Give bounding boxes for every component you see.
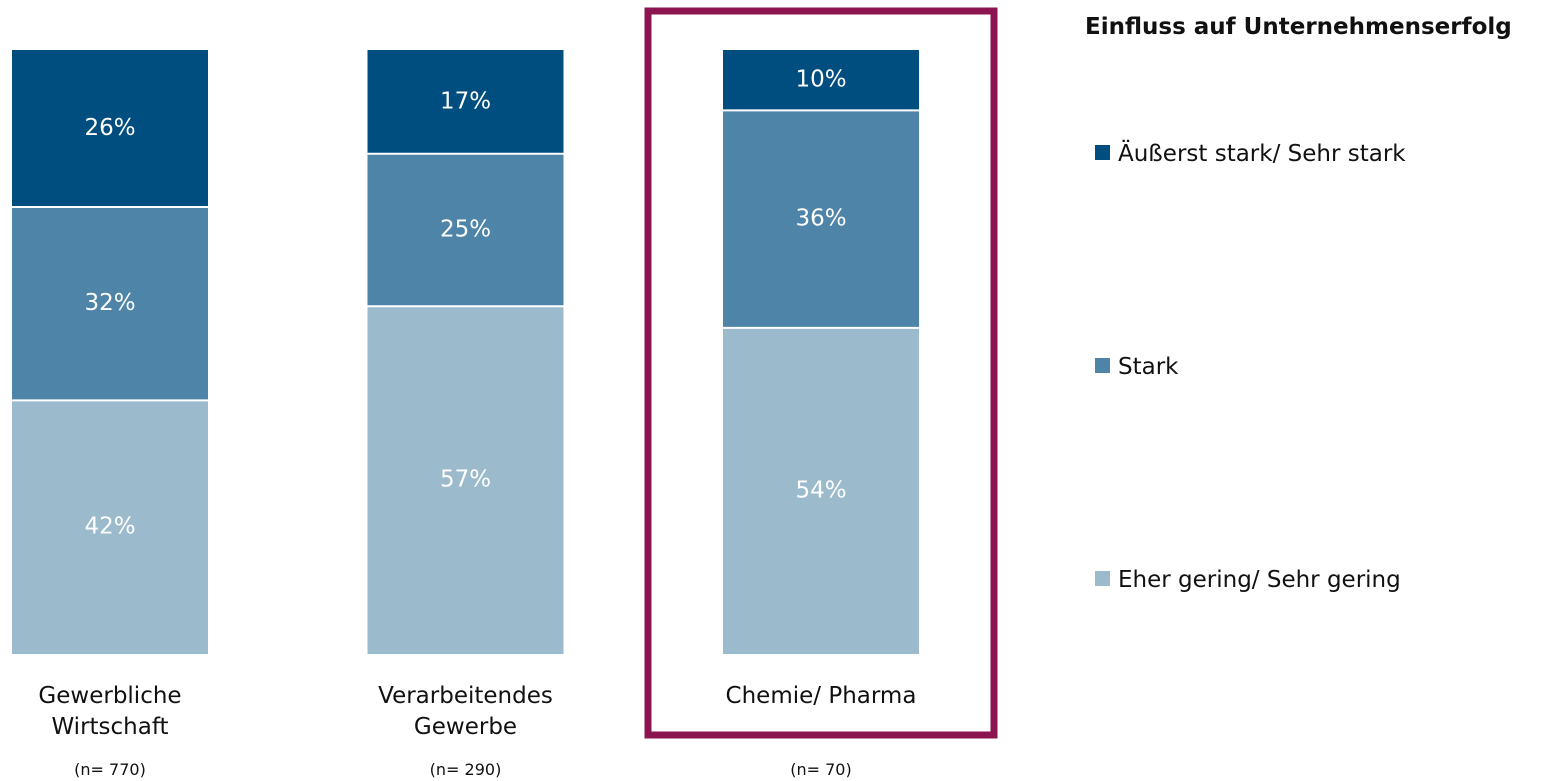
- bar-segment: [12, 50, 208, 208]
- bar-segment: [12, 400, 208, 654]
- bar-segment: [367, 153, 564, 307]
- legend-swatch: [1095, 358, 1110, 373]
- legend-title: Einfluss auf Unternehmenserfolg: [1085, 14, 1512, 40]
- legend-swatch: [1095, 145, 1110, 160]
- sample-size: (n= 70): [790, 760, 852, 779]
- legend-item: Stark: [1095, 354, 1179, 380]
- value-label: 42%: [84, 514, 135, 540]
- category-label: Gewerbliche Wirtschaft: [38, 683, 182, 740]
- value-label: 17%: [440, 88, 491, 114]
- value-label: 10%: [795, 67, 846, 93]
- sample-size: (n= 290): [429, 760, 502, 779]
- category-label: Verarbeitendes Gewerbe: [378, 683, 553, 740]
- legend-label: Eher gering/ Sehr gering: [1118, 567, 1401, 593]
- bar-segment: [723, 327, 919, 654]
- category-label: Chemie/ Pharma: [725, 683, 917, 709]
- bar-segment: [367, 306, 564, 654]
- legend-swatch: [1095, 571, 1110, 586]
- value-label: 25%: [440, 216, 491, 242]
- bar-segment: [723, 110, 919, 328]
- highlight-box: [644, 7, 998, 739]
- bar-segment: [723, 50, 919, 111]
- value-label: 57%: [440, 467, 491, 493]
- value-label: 26%: [84, 115, 135, 141]
- bar-segment: [12, 207, 208, 401]
- legend-item: Eher gering/ Sehr gering: [1095, 567, 1401, 593]
- legend-item: Äußerst stark/ Sehr stark: [1095, 141, 1406, 167]
- value-label: 54%: [795, 477, 846, 503]
- value-label: 36%: [795, 206, 846, 232]
- bar-segment: [367, 50, 564, 154]
- legend-label: Stark: [1118, 354, 1179, 380]
- legend-label: Äußerst stark/ Sehr stark: [1118, 141, 1406, 167]
- sample-size: (n= 770): [74, 760, 146, 779]
- value-label: 32%: [84, 290, 135, 316]
